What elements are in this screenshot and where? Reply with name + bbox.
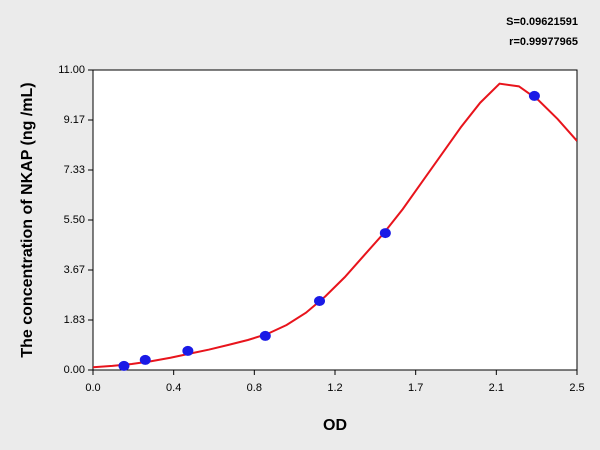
data-point: [314, 296, 326, 306]
data-point: [139, 354, 151, 365]
y-axis-label: The concentration of NKAP (ng /mL): [19, 82, 36, 357]
plot-area: [92, 69, 578, 371]
x-tick-label: 2.5: [569, 382, 584, 394]
data-point: [182, 345, 194, 356]
x-axis-label: OD: [323, 417, 347, 434]
data-point: [528, 90, 540, 101]
x-tick-label: 1.2: [327, 382, 342, 394]
y-tick-label: 5.50: [64, 214, 85, 226]
y-tick-label: 0.00: [64, 364, 85, 376]
y-tick-label: 7.33: [64, 164, 85, 176]
y-tick-label: 1.83: [64, 314, 85, 326]
data-point: [118, 360, 130, 371]
fit-curve: [93, 82, 577, 369]
data-point: [259, 330, 271, 341]
data-point: [379, 228, 391, 239]
annotation: S=0.09621591: [506, 16, 578, 28]
x-tick-label: 2.1: [489, 382, 504, 394]
y-tick-label: 11.00: [58, 64, 85, 76]
x-tick-label: 1.7: [408, 382, 423, 394]
y-tick-label: 3.67: [64, 264, 85, 276]
x-tick-label: 0.8: [247, 382, 262, 394]
annotation: r=0.99977965: [509, 36, 578, 48]
x-tick-label: 0.4: [166, 382, 181, 394]
x-tick-label: 0.0: [85, 382, 100, 394]
y-tick-label: 9.17: [64, 114, 85, 126]
